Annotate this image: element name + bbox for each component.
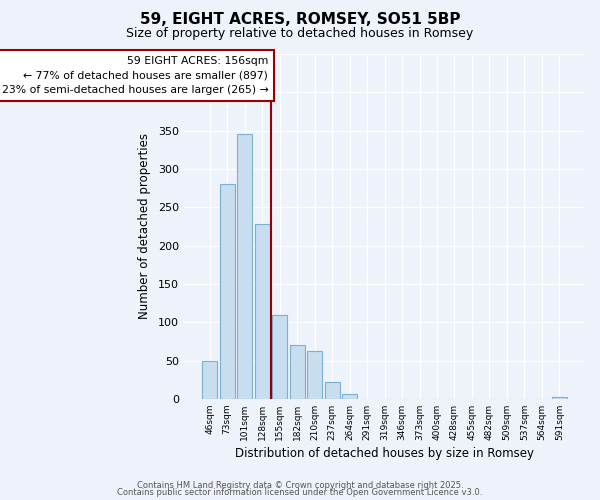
Text: Size of property relative to detached houses in Romsey: Size of property relative to detached ho…	[127, 28, 473, 40]
Bar	[220, 184, 235, 399]
Bar	[202, 360, 217, 399]
Bar	[255, 224, 269, 399]
X-axis label: Distribution of detached houses by size in Romsey: Distribution of detached houses by size …	[235, 447, 534, 460]
Bar	[290, 345, 305, 399]
Y-axis label: Number of detached properties: Number of detached properties	[138, 134, 151, 320]
Text: Contains HM Land Registry data © Crown copyright and database right 2025.: Contains HM Land Registry data © Crown c…	[137, 480, 463, 490]
Bar	[552, 398, 567, 399]
Text: Contains public sector information licensed under the Open Government Licence v3: Contains public sector information licen…	[118, 488, 482, 497]
Text: 59, EIGHT ACRES, ROMSEY, SO51 5BP: 59, EIGHT ACRES, ROMSEY, SO51 5BP	[140, 12, 460, 28]
Bar	[272, 314, 287, 399]
Bar	[325, 382, 340, 399]
Bar	[307, 350, 322, 399]
Bar	[342, 394, 357, 399]
Bar	[237, 134, 252, 399]
Text: 59 EIGHT ACRES: 156sqm
← 77% of detached houses are smaller (897)
23% of semi-de: 59 EIGHT ACRES: 156sqm ← 77% of detached…	[2, 56, 268, 95]
